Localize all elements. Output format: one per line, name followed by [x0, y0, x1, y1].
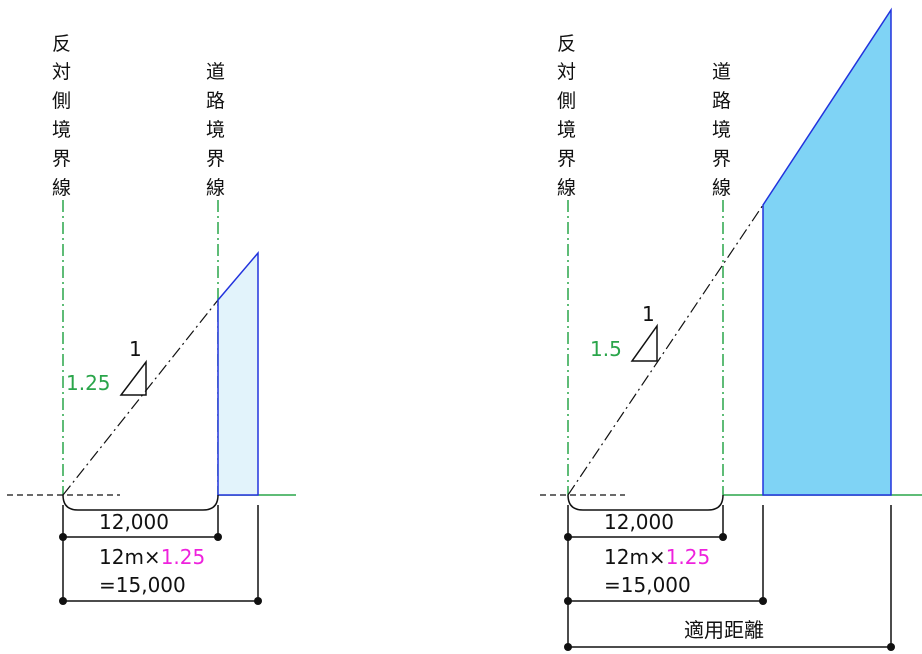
right-dot [887, 643, 895, 651]
left-opposite-boundary-label: 反 対 側 境 界 線 [52, 33, 71, 199]
right-setback-area [762, 7, 892, 496]
left-formula-prefix: 12m× [99, 545, 161, 569]
left-width-brace [62, 494, 219, 511]
char: 境 [557, 119, 576, 141]
char: 反 [557, 33, 576, 55]
char: 路 [712, 90, 731, 112]
left-road-width: 12,000 [99, 510, 169, 534]
char: 境 [206, 119, 225, 141]
char: 界 [557, 148, 576, 170]
left-formula-line2: =15,000 [99, 573, 186, 597]
char: 線 [712, 177, 731, 199]
left-dot [214, 533, 222, 541]
right-formula-factor: 1.25 [666, 545, 711, 569]
char: 境 [52, 119, 71, 141]
char: 界 [712, 148, 731, 170]
left-setback-area [217, 250, 259, 496]
right-dot [759, 597, 767, 605]
char: 対 [52, 61, 71, 83]
right-width-brace [567, 494, 724, 511]
left-slope-triangle: 1 1.25 [66, 337, 147, 396]
char: 道 [206, 61, 225, 83]
right-road-boundary-label: 道 路 境 界 線 [712, 61, 731, 199]
char: 反 [52, 33, 71, 55]
right-dot [564, 533, 572, 541]
char: 界 [206, 148, 225, 170]
char: 道 [712, 61, 731, 83]
right-formula-prefix: 12m× [604, 545, 666, 569]
right-slope-rise: 1 [642, 302, 655, 326]
left-panel: 反 対 側 境 界 線 道 路 境 界 線 1 1.25 [7, 33, 296, 605]
left-road-boundary-label: 道 路 境 界 線 [206, 61, 225, 199]
right-slope-run: 1.5 [590, 337, 622, 361]
right-slope-line [567, 204, 764, 496]
right-opposite-boundary-label: 反 対 側 境 界 線 [557, 33, 576, 199]
char: 境 [712, 119, 731, 141]
left-slope-rise: 1 [129, 337, 142, 361]
char: 線 [206, 177, 225, 199]
right-formula-line2: =15,000 [604, 573, 691, 597]
right-dot [564, 597, 572, 605]
left-dot [254, 597, 262, 605]
right-road-width: 12,000 [604, 510, 674, 534]
right-dot [564, 643, 572, 651]
left-dot [59, 533, 67, 541]
right-panel: 反 対 側 境 界 線 道 路 境 界 線 1 1.5 12,000 [540, 7, 922, 651]
right-dot [719, 533, 727, 541]
right-applied-distance-label: 適用距離 [684, 618, 764, 642]
char: 側 [557, 90, 576, 112]
right-formula-line1: 12m×1.25 [604, 545, 710, 569]
left-slope-run: 1.25 [66, 371, 111, 395]
left-slope-line [62, 299, 219, 496]
left-dot [59, 597, 67, 605]
char: 線 [52, 177, 71, 199]
char: 界 [52, 148, 71, 170]
char: 路 [206, 90, 225, 112]
char: 対 [557, 61, 576, 83]
right-slope-triangle: 1 1.5 [590, 302, 658, 362]
char: 側 [52, 90, 71, 112]
char: 線 [557, 177, 576, 199]
left-formula-factor: 1.25 [161, 545, 206, 569]
left-formula-line1: 12m×1.25 [99, 545, 205, 569]
